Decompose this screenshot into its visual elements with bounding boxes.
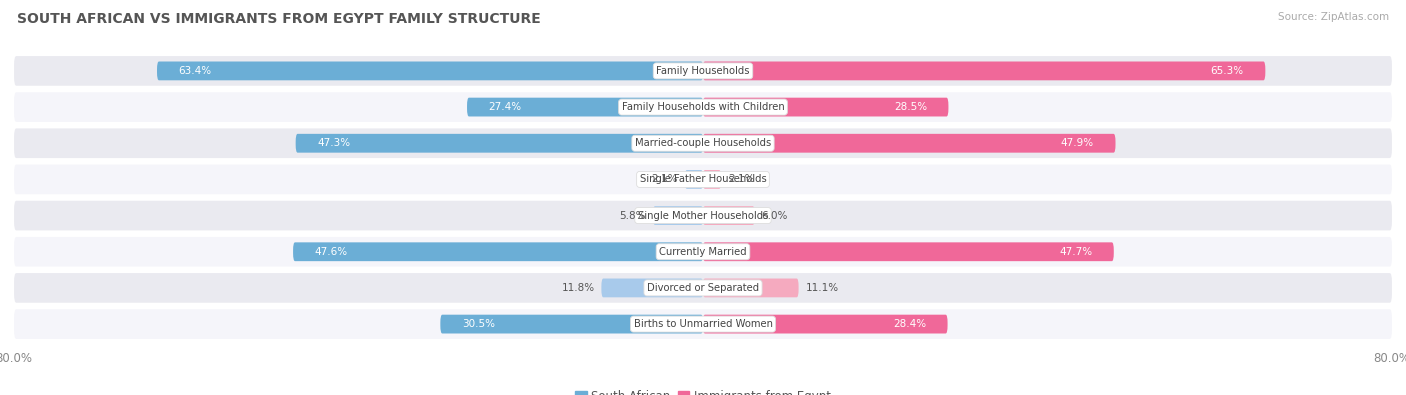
Text: 47.7%: 47.7% [1059, 247, 1092, 257]
FancyBboxPatch shape [14, 309, 1392, 339]
Text: 2.1%: 2.1% [728, 175, 755, 184]
FancyBboxPatch shape [14, 273, 1392, 303]
Text: 2.1%: 2.1% [651, 175, 678, 184]
Text: 47.9%: 47.9% [1062, 138, 1094, 148]
FancyBboxPatch shape [157, 62, 703, 80]
FancyBboxPatch shape [292, 243, 703, 261]
Text: 65.3%: 65.3% [1211, 66, 1244, 76]
FancyBboxPatch shape [14, 128, 1392, 158]
FancyBboxPatch shape [703, 134, 1115, 152]
FancyBboxPatch shape [14, 201, 1392, 230]
FancyBboxPatch shape [703, 315, 948, 333]
FancyBboxPatch shape [467, 98, 703, 117]
Text: 27.4%: 27.4% [488, 102, 522, 112]
Text: 30.5%: 30.5% [461, 319, 495, 329]
Text: Source: ZipAtlas.com: Source: ZipAtlas.com [1278, 12, 1389, 22]
FancyBboxPatch shape [703, 243, 1114, 261]
Text: Family Households: Family Households [657, 66, 749, 76]
Text: Family Households with Children: Family Households with Children [621, 102, 785, 112]
Text: Births to Unmarried Women: Births to Unmarried Women [634, 319, 772, 329]
Text: SOUTH AFRICAN VS IMMIGRANTS FROM EGYPT FAMILY STRUCTURE: SOUTH AFRICAN VS IMMIGRANTS FROM EGYPT F… [17, 12, 541, 26]
Text: 47.6%: 47.6% [315, 247, 347, 257]
Text: Single Father Households: Single Father Households [640, 175, 766, 184]
FancyBboxPatch shape [602, 278, 703, 297]
FancyBboxPatch shape [14, 92, 1392, 122]
Text: 28.4%: 28.4% [893, 319, 927, 329]
FancyBboxPatch shape [295, 134, 703, 152]
Text: 6.0%: 6.0% [762, 211, 787, 220]
FancyBboxPatch shape [14, 165, 1392, 194]
FancyBboxPatch shape [703, 170, 721, 189]
FancyBboxPatch shape [440, 315, 703, 333]
Text: Currently Married: Currently Married [659, 247, 747, 257]
Text: 28.5%: 28.5% [894, 102, 927, 112]
Text: 5.8%: 5.8% [620, 211, 647, 220]
Text: Married-couple Households: Married-couple Households [636, 138, 770, 148]
Text: 11.1%: 11.1% [806, 283, 838, 293]
FancyBboxPatch shape [14, 56, 1392, 86]
Text: 47.3%: 47.3% [318, 138, 350, 148]
FancyBboxPatch shape [703, 62, 1265, 80]
FancyBboxPatch shape [703, 206, 755, 225]
FancyBboxPatch shape [14, 237, 1392, 267]
FancyBboxPatch shape [703, 278, 799, 297]
Text: Divorced or Separated: Divorced or Separated [647, 283, 759, 293]
Text: 11.8%: 11.8% [561, 283, 595, 293]
FancyBboxPatch shape [703, 98, 949, 117]
Text: 63.4%: 63.4% [179, 66, 212, 76]
FancyBboxPatch shape [685, 170, 703, 189]
Text: Single Mother Households: Single Mother Households [638, 211, 768, 220]
Legend: South African, Immigrants from Egypt: South African, Immigrants from Egypt [569, 385, 837, 395]
FancyBboxPatch shape [652, 206, 703, 225]
